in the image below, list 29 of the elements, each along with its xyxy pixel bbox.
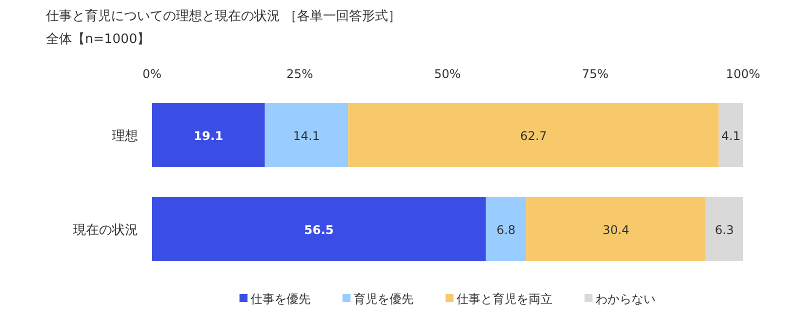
legend-label: 仕事を優先 bbox=[250, 292, 310, 306]
bar bbox=[348, 103, 719, 167]
bar bbox=[264, 103, 348, 167]
data-label: 6.3 bbox=[714, 223, 734, 237]
data-label: 4.1 bbox=[721, 129, 740, 143]
y-tick-label: 理想 bbox=[112, 129, 138, 144]
data-label: 30.4 bbox=[602, 223, 630, 237]
legend-label: わからない bbox=[596, 292, 656, 306]
chart-subtitle: 全体【n=1000】 bbox=[46, 32, 150, 47]
legend-label: 育児を優先 bbox=[354, 292, 414, 306]
bar bbox=[152, 197, 486, 261]
bar bbox=[152, 103, 265, 167]
data-label: 6.8 bbox=[496, 223, 516, 237]
bar bbox=[706, 197, 743, 261]
bar bbox=[718, 103, 743, 167]
data-label: 19.1 bbox=[194, 129, 224, 143]
x-tick-label: 75% bbox=[582, 67, 609, 81]
data-label: 62.7 bbox=[520, 129, 547, 143]
x-tick-label: 25% bbox=[286, 67, 314, 81]
x-tick-label: 50% bbox=[434, 67, 461, 81]
data-label: 14.1 bbox=[293, 129, 320, 143]
chart-title: 仕事と育児についての理想と現在の状況 ［各単一回答形式］ bbox=[45, 8, 402, 24]
x-tick-label: 100% bbox=[726, 67, 760, 81]
y-tick-label: 現在の状況 bbox=[73, 223, 138, 238]
bar bbox=[486, 197, 526, 261]
bar bbox=[526, 197, 706, 261]
x-tick-label: 0% bbox=[142, 67, 162, 81]
legend-label: 仕事と育児を両立 bbox=[456, 292, 552, 306]
data-label: 56.5 bbox=[304, 223, 334, 237]
